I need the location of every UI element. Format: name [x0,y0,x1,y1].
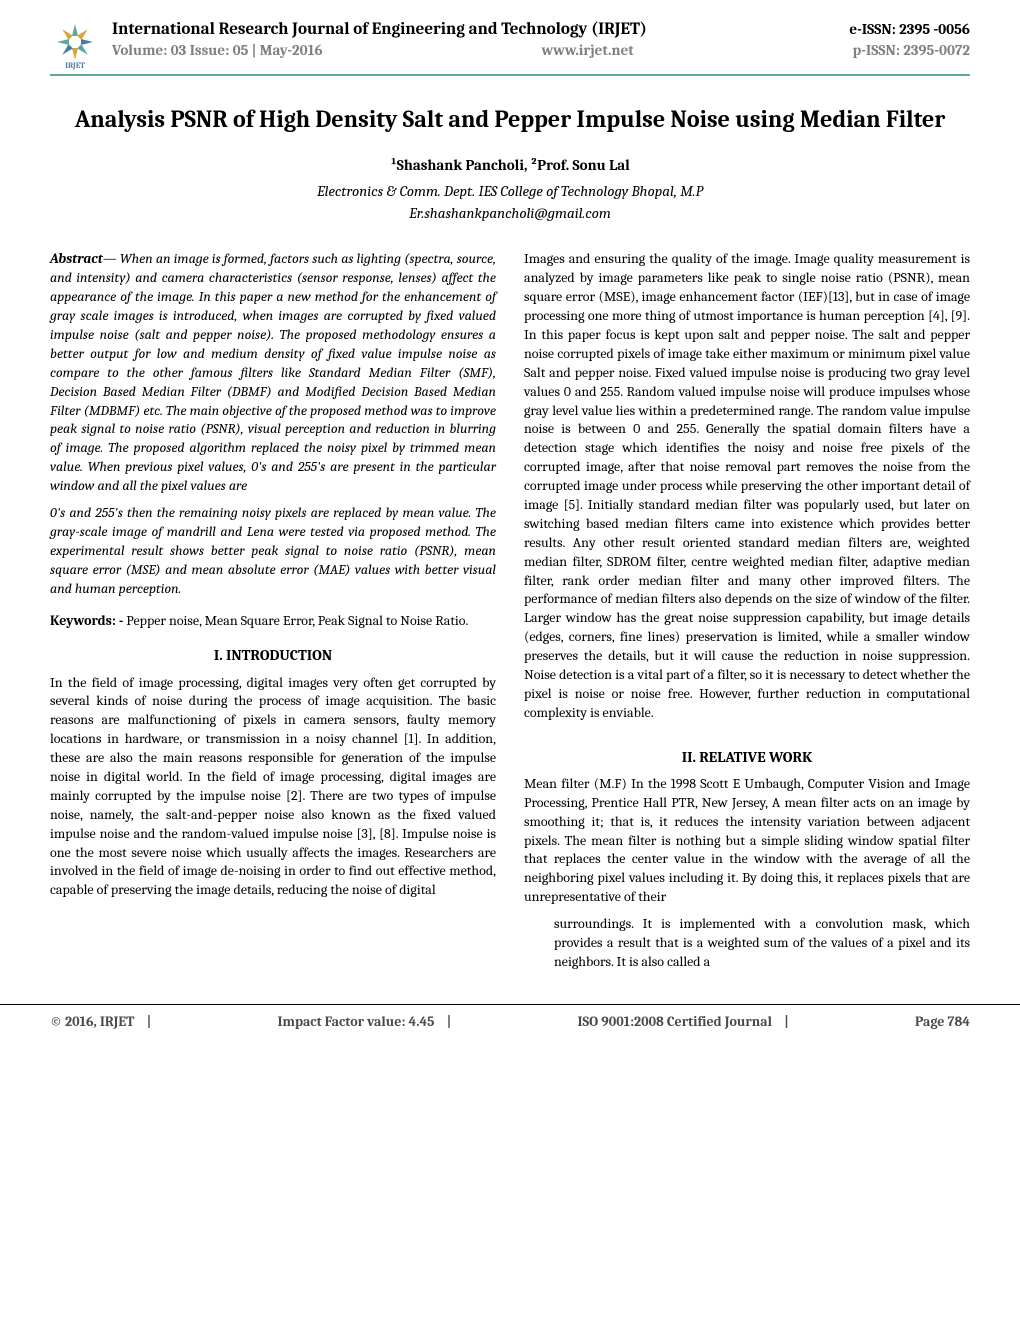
relative-work-text-b: surroundings. It is implemented with a c… [524,915,970,972]
abstract-text-b: 0's and 255's then the remaining noisy p… [50,504,496,598]
journal-logo: IRJET [50,20,100,70]
pissn: p-ISSN: 2395-0072 [853,41,970,59]
volume-issue: Volume: 03 Issue: 05 | May-2016 [112,41,323,59]
journal-name: International Research Journal of Engine… [112,20,647,39]
footer-impact-factor: Impact Factor value: 4.45 | [277,1013,451,1030]
eissn: e-ISSN: 2395 -0056 [849,20,970,38]
abstract-label: Abstract [50,250,103,267]
author-email: Er.shashankpancholi@gmail.com [50,204,970,222]
page-header: IRJET International Research Journal of … [50,20,970,76]
footer-copyright: © 2016, IRJET | [50,1013,151,1030]
relative-work-text-a: Mean filter (M.F) In the 1998 Scott E Um… [524,775,970,907]
keywords-text: Pepper noise, Mean Square Error, Peak Si… [123,612,468,629]
keywords-label: Keywords: - [50,612,123,629]
two-column-body: Abstract— When an image is formed, facto… [50,250,970,979]
footer-page-number: Page 784 [915,1013,970,1030]
page-footer: © 2016, IRJET | Impact Factor value: 4.4… [0,1004,1020,1038]
introduction-continued: Images and ensuring the quality of the i… [524,250,970,722]
website-url: www.irjet.net [542,41,634,59]
abstract-block: Abstract— When an image is formed, facto… [50,250,496,496]
abstract-text-a: — When an image is formed, factors such … [50,250,496,494]
svg-text:IRJET: IRJET [65,61,85,70]
paper-title: Analysis PSNR of High Density Salt and P… [50,100,970,138]
introduction-text: In the field of image processing, digita… [50,674,496,901]
left-column: Abstract— When an image is formed, facto… [50,250,496,979]
keywords-block: Keywords: - Pepper noise, Mean Square Er… [50,612,496,631]
section-heading-introduction: I. INTRODUCTION [50,645,496,665]
section-heading-relative-work: II. RELATIVE WORK [524,747,970,767]
footer-iso: ISO 9001:2008 Certified Journal | [578,1013,789,1030]
affiliation: Electronics & Comm. Dept. IES College of… [50,182,970,200]
authors: ¹Shashank Pancholi, ²Prof. Sonu Lal [50,156,970,174]
right-column: Images and ensuring the quality of the i… [524,250,970,979]
